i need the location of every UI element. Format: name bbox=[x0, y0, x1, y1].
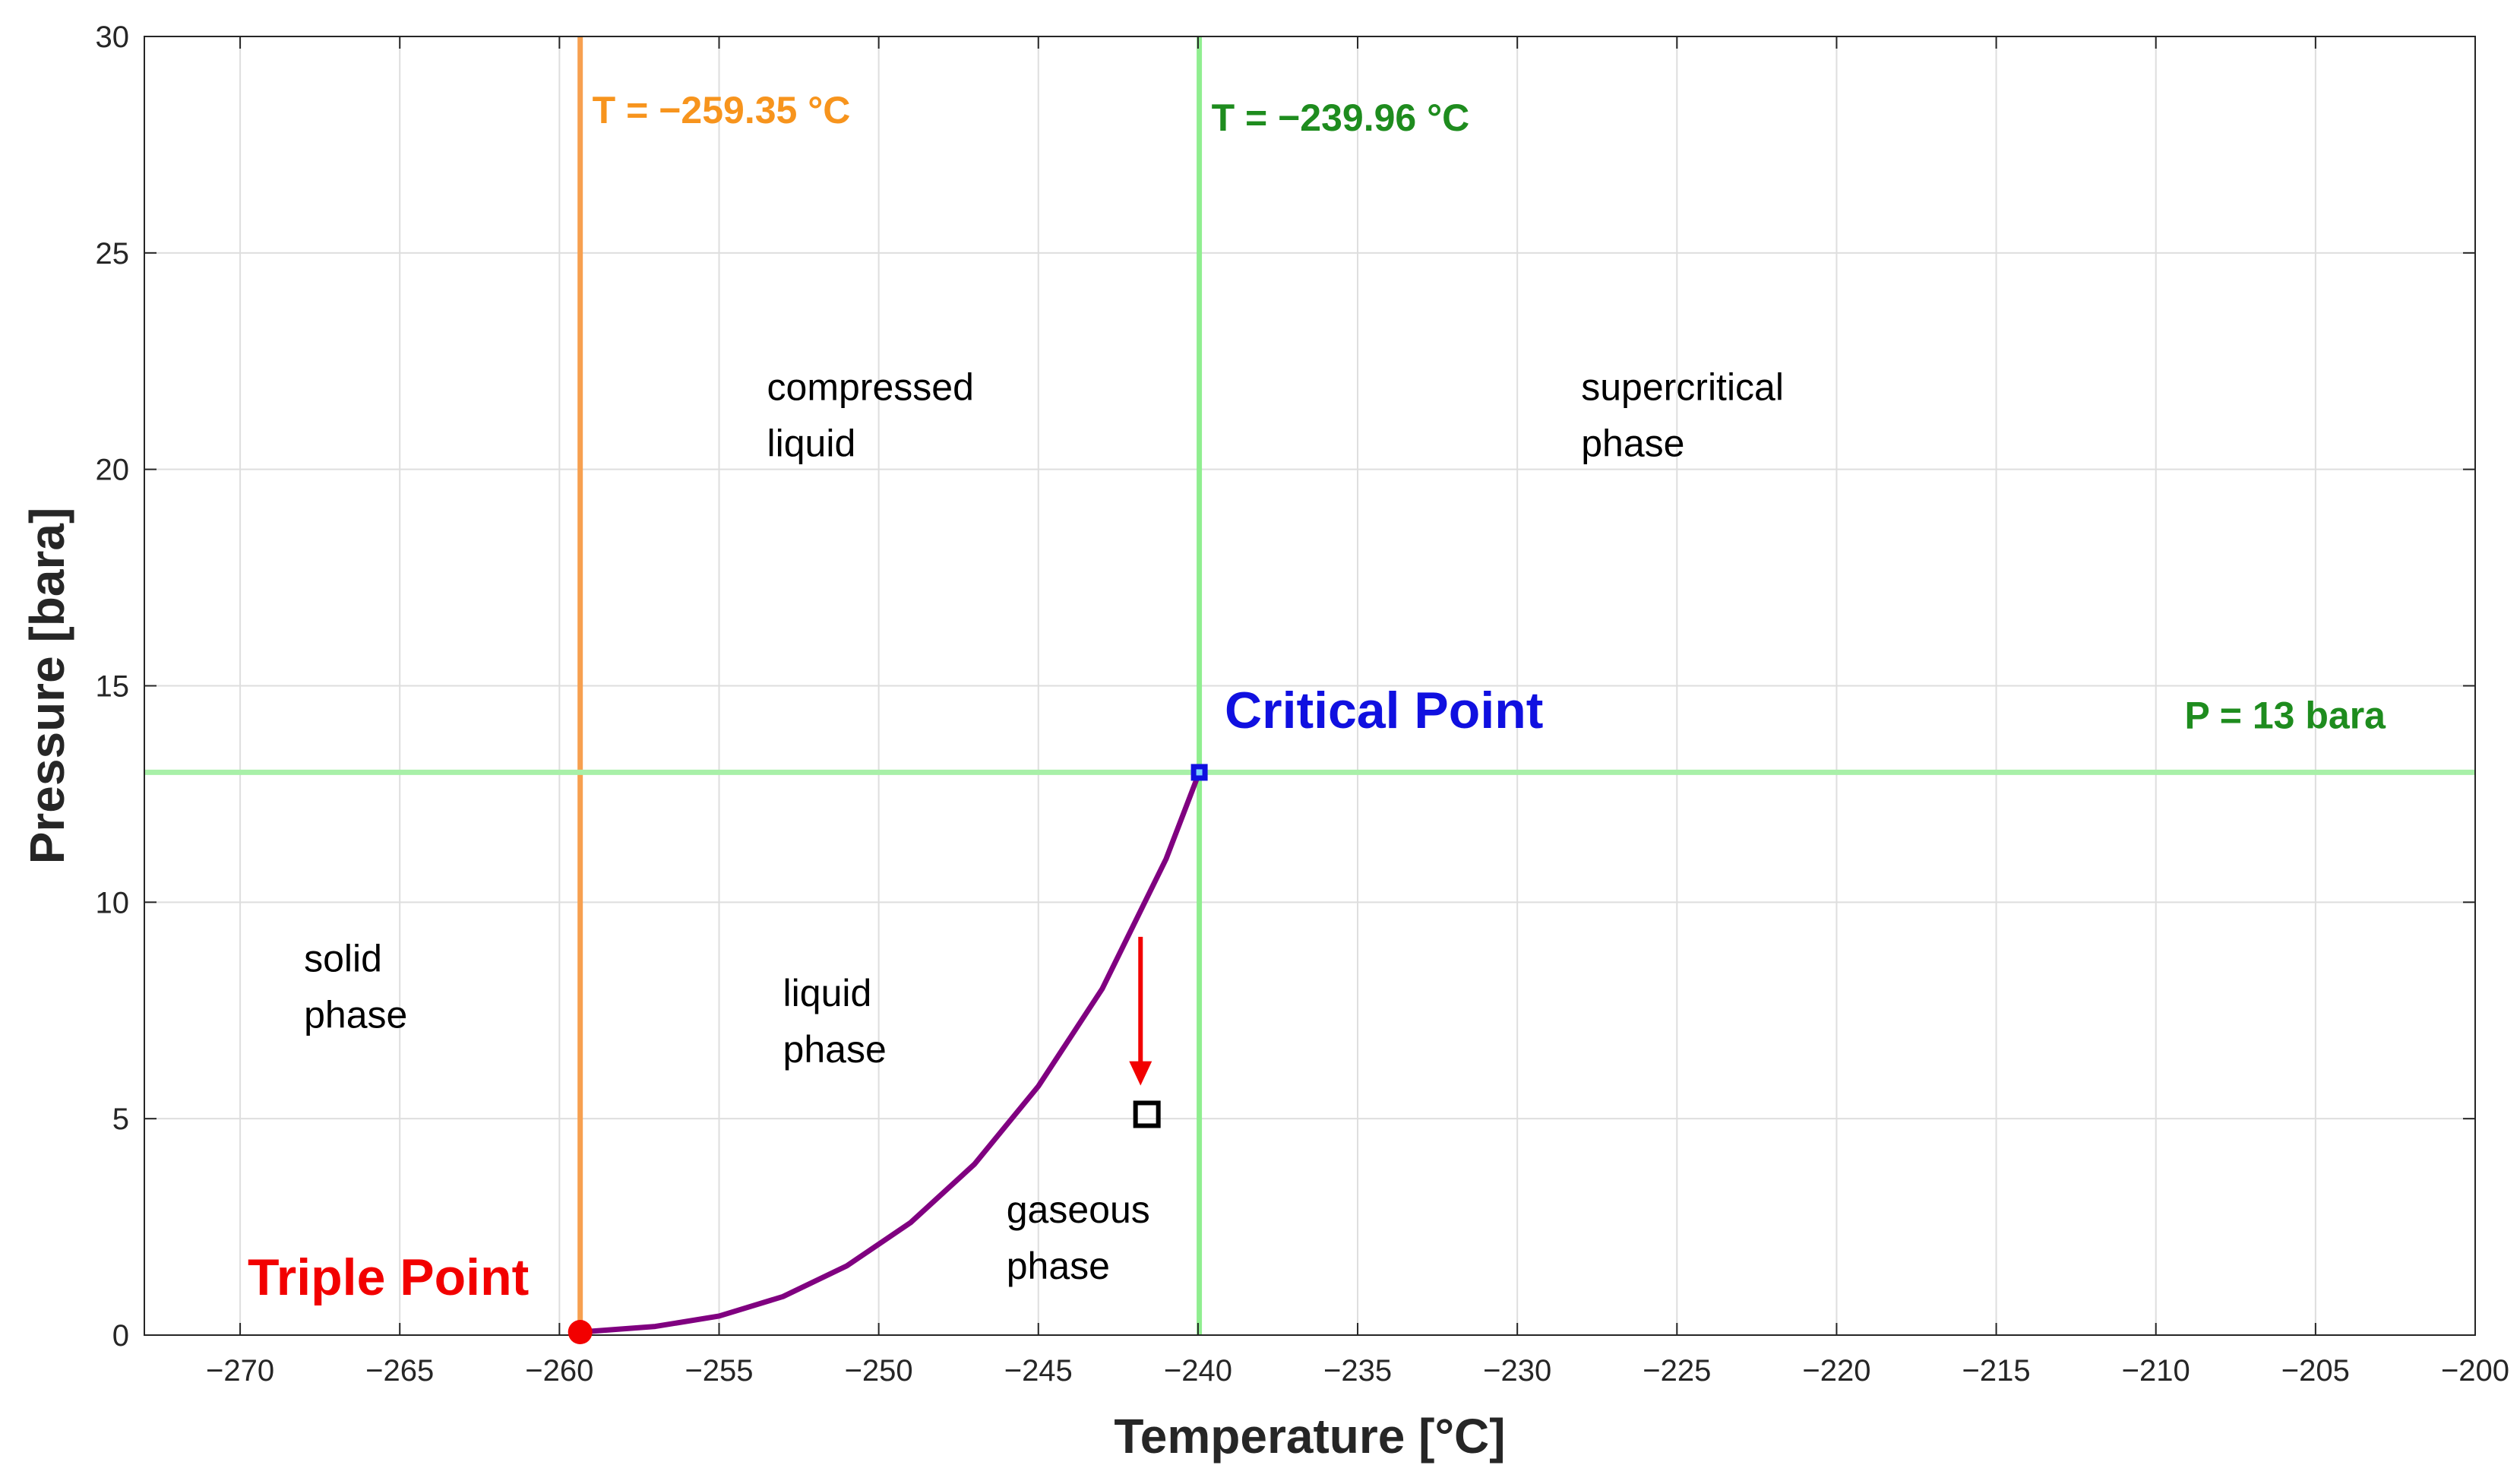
critical-point-marker-inner bbox=[1196, 769, 1203, 776]
region-label-line: phase bbox=[1581, 422, 1684, 465]
x-axis-title: Temperature [°C] bbox=[1114, 1409, 1505, 1464]
annotations: T = −259.35 °C T = −239.96 °C P = 13 bara c… bbox=[248, 89, 2386, 1306]
x-tick-label: −215 bbox=[1962, 1354, 2031, 1388]
reference-lines bbox=[144, 36, 2475, 1335]
state-point-marker bbox=[1133, 1100, 1161, 1128]
reference-line-label: T = −259.35 °C bbox=[593, 89, 851, 131]
region-label-line: solid bbox=[304, 937, 382, 979]
x-tick-label: −270 bbox=[206, 1354, 274, 1388]
x-tick-label: −220 bbox=[1802, 1354, 1870, 1388]
region-label-line: phase bbox=[1007, 1245, 1110, 1287]
x-tick-label: −245 bbox=[1004, 1354, 1073, 1388]
vapor-pressure-curve bbox=[577, 769, 1203, 1335]
reference-line-label: T = −239.96 °C bbox=[1212, 97, 1470, 139]
x-tick-label: −205 bbox=[2281, 1354, 2350, 1388]
y-tick-label: 0 bbox=[112, 1319, 129, 1353]
region-label-line: compressed bbox=[767, 366, 974, 409]
arrow-head bbox=[1129, 1061, 1152, 1086]
series bbox=[577, 769, 1203, 1335]
region-label-supercritical-phase: supercritical phase bbox=[1581, 366, 1784, 465]
x-tick-label: −260 bbox=[525, 1354, 593, 1388]
y-tick-label: 25 bbox=[96, 237, 130, 271]
region-label-gaseous-phase: gaseous phase bbox=[1007, 1188, 1150, 1287]
x-tick-label: −235 bbox=[1323, 1354, 1392, 1388]
y-tick-label: 15 bbox=[96, 670, 130, 704]
critical-point-label: Critical Point bbox=[1225, 682, 1543, 739]
axis-ticks: −270 −265 −260 −255 −250 −245 −240 −235 −230 −225… bbox=[96, 21, 2510, 1388]
region-label-line: gaseous bbox=[1007, 1188, 1150, 1231]
reference-line-label: P = 13 bara bbox=[2184, 694, 2386, 736]
x-tick-label: −225 bbox=[1643, 1354, 1711, 1388]
region-label-line: phase bbox=[783, 1028, 887, 1071]
region-label-line: phase bbox=[304, 993, 407, 1036]
x-tick-label: −200 bbox=[2441, 1354, 2509, 1388]
triple-point-marker bbox=[568, 1320, 593, 1345]
region-label-line: liquid bbox=[767, 422, 856, 465]
x-tick-label: −240 bbox=[1164, 1354, 1232, 1388]
region-label-compressed-liquid: compressed liquid bbox=[767, 366, 974, 465]
x-tick-label: −265 bbox=[365, 1354, 434, 1388]
region-label-solid-phase: solid phase bbox=[304, 937, 407, 1036]
y-tick-label: 20 bbox=[96, 454, 130, 487]
x-tick-label: −210 bbox=[2122, 1354, 2190, 1388]
y-tick-label: 30 bbox=[96, 21, 130, 54]
region-label-line: supercritical bbox=[1581, 366, 1784, 409]
y-tick-label: 5 bbox=[112, 1103, 129, 1136]
x-tick-label: −230 bbox=[1483, 1354, 1551, 1388]
x-tick-label: −250 bbox=[845, 1354, 913, 1388]
x-tick-label: −255 bbox=[685, 1354, 753, 1388]
y-tick-label: 10 bbox=[96, 886, 130, 919]
region-label-liquid-phase: liquid phase bbox=[783, 972, 887, 1071]
region-label-line: liquid bbox=[783, 972, 872, 1014]
markers bbox=[568, 764, 1208, 1345]
triple-point-label: Triple Point bbox=[248, 1248, 529, 1306]
y-axis-title: Pressure [bara] bbox=[20, 508, 74, 865]
